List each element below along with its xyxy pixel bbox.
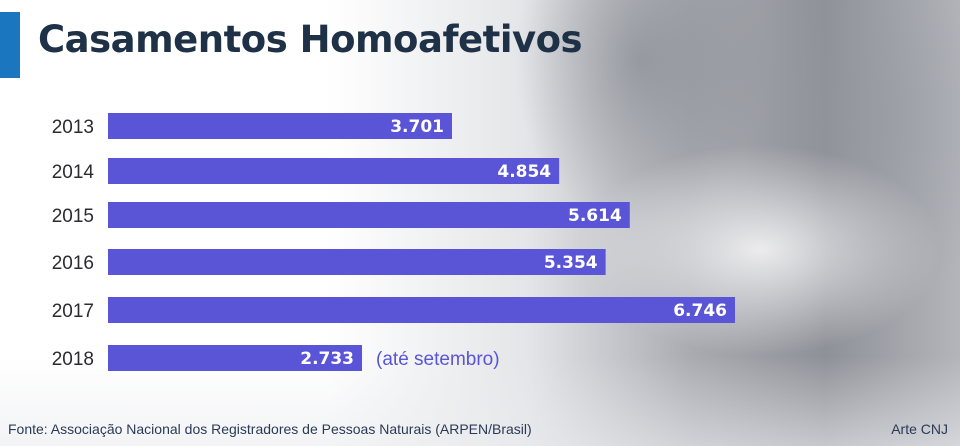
annotation-2018: (até setembro) — [376, 349, 500, 370]
bar-2018 — [108, 345, 363, 371]
credit-note: Arte CNJ — [891, 421, 948, 437]
value-label-2018: 2.733 — [300, 349, 354, 369]
year-label-2015: 2015 — [52, 206, 94, 227]
bar-2015 — [108, 202, 630, 228]
year-label-2016: 2016 — [52, 253, 94, 274]
title-accent-bar — [0, 12, 20, 78]
bar-2017 — [108, 297, 735, 323]
year-label-2017: 2017 — [52, 301, 94, 322]
value-label-2014: 4.854 — [497, 162, 551, 182]
value-label-2015: 5.614 — [568, 206, 622, 226]
value-label-2017: 6.746 — [673, 301, 727, 321]
year-label-2014: 2014 — [52, 162, 95, 183]
year-label-2018: 2018 — [52, 349, 94, 370]
bar-2014 — [108, 158, 560, 184]
value-label-2013: 3.701 — [390, 117, 444, 137]
year-label-2013: 2013 — [52, 117, 94, 138]
bar-2013 — [108, 113, 452, 139]
bar-2016 — [108, 249, 606, 275]
value-label-2016: 5.354 — [544, 253, 598, 273]
source-note: Fonte: Associação Nacional dos Registrad… — [8, 421, 532, 437]
chart-title: Casamentos Homoafetivos — [38, 18, 583, 61]
